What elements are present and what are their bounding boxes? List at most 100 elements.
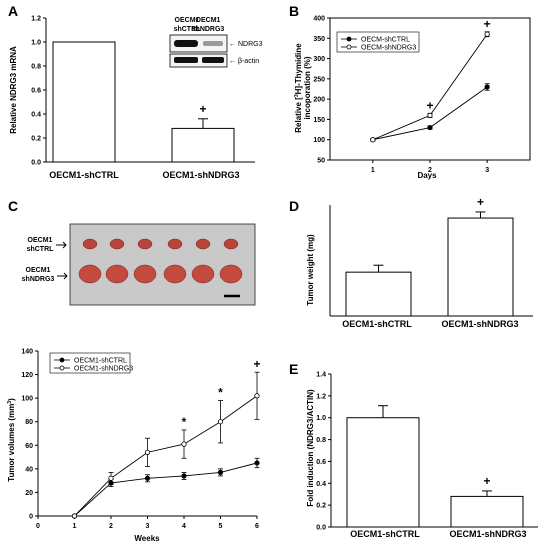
panel-b-series-1-point <box>427 124 433 131</box>
panel-e-y-tick-label: 0.6 <box>316 459 326 466</box>
panel-c-y-tick-label: 140 <box>21 349 33 356</box>
blot-ndrg3-band-kd <box>203 41 223 46</box>
panel-c-x-tick-label: 1 <box>73 523 77 530</box>
photo-row1-line1: OECM1 <box>28 237 53 244</box>
panel-a-y-tick-label: 0.8 <box>31 64 41 71</box>
panel-b-x-tick-label: 2 <box>428 167 432 174</box>
panel-c-x-tick-label: 5 <box>219 523 223 530</box>
panel-a-bar-1 <box>52 41 116 163</box>
blot-row1-label: ← NDRG3 <box>229 41 263 48</box>
panel-e-bar-1 <box>346 417 420 528</box>
photo-row2-line2: shNDRG3 <box>22 276 55 283</box>
panel-e-bar-2 <box>450 495 524 528</box>
panel-b-y-tick-label: 50 <box>317 158 325 165</box>
panel-c-x-tick-label: 4 <box>182 523 186 530</box>
panel-c-label: C <box>8 198 18 214</box>
tumor-kd-5 <box>191 264 215 284</box>
panel-b-y-tick-label: 300 <box>313 56 325 63</box>
panel-b-plot: 50 100 150 200 250 300 350 400 1 2 3 + + OECM-shCTRLO… <box>313 16 531 174</box>
panel-d-label: D <box>289 198 299 214</box>
photo-row1-line2: shCTRL <box>27 246 55 253</box>
blot-ndrg3-strip <box>169 34 228 53</box>
blot-ndrg3-band-ctrl <box>174 40 198 47</box>
panel-a-y-tick-label: 0.2 <box>31 136 41 143</box>
panel-d-significance-mark: + <box>477 195 484 209</box>
panel-b-x-tick-label: 1 <box>371 167 375 174</box>
photo-row2-line1: OECM1 <box>26 267 51 274</box>
panel-c-series-2-point <box>217 419 224 425</box>
panel-e-label: E <box>289 361 298 377</box>
panel-e-y-tick-label: 0.8 <box>316 437 326 444</box>
panel-e-y-tick-label: 0.2 <box>316 503 326 510</box>
panel-c-x-tick-label: 0 <box>36 523 40 530</box>
panel-b-series-2-point <box>484 31 490 37</box>
panel-c-series-2-line <box>74 395 258 517</box>
panel-c-y-tick-label: 60 <box>25 443 33 450</box>
panel-e-plot: 0.0 0.2 0.4 0.6 0.8 1.0 1.2 1.4 + <box>316 372 538 532</box>
panel-b-y-tick-label: 200 <box>313 97 325 104</box>
panel-c-significance-mark: + <box>253 357 260 371</box>
panel-c-photo-group: C OECM1 shCTRL OECM1 shNDRG3 <box>8 198 256 306</box>
panel-c: Tumor volumes (mm3) 0 20 40 60 80 100 120 140 0 1… <box>7 349 261 544</box>
panel-c-legend-label-2: OECM1-shNDRG3 <box>74 366 133 373</box>
panel-c-legend-label-1: OECM1-shCTRL <box>74 358 127 365</box>
panel-c-y-tick-label: 120 <box>21 372 33 379</box>
tumor-kd-2 <box>105 264 129 284</box>
panel-b-legend-marker-2 <box>346 44 352 50</box>
panel-c-y-tick-label: 80 <box>25 419 33 426</box>
panel-e-y-tick-label: 0.0 <box>316 525 326 532</box>
panel-a-label: A <box>8 3 18 19</box>
tumor-kd-1 <box>78 264 102 284</box>
panel-c-series-1-point <box>254 460 260 466</box>
western-blot-inset: OECM1 shCTRL OECM1 shNDRG3 ← NDRG3 ← β-a… <box>169 17 263 68</box>
panel-c-legend-marker-2 <box>59 365 65 371</box>
panel-e-category-2: OECM1-shNDRG3 <box>449 529 526 539</box>
panel-b-significance-mark: + <box>426 98 433 112</box>
panel-b-xlabel: Days <box>417 171 437 180</box>
blot-actin-band-kd <box>202 57 224 63</box>
panel-b-series-2-point <box>427 112 433 118</box>
tumor-photo-tumors <box>78 238 243 284</box>
panel-b-label: B <box>289 3 299 19</box>
panel-c-legend-marker-1 <box>59 357 65 363</box>
panel-b-legend-label-2: OECM-shNDRG3 <box>361 45 416 52</box>
tumor-kd-6 <box>219 264 243 284</box>
tumor-photo <box>69 223 256 306</box>
panel-e-y-tick-label: 1.4 <box>316 372 326 379</box>
panel-a-category-1: OECM1-shCTRL <box>49 170 119 180</box>
panel-c-y-tick-label: 100 <box>21 396 33 403</box>
panel-c-series-2-point <box>181 441 187 447</box>
tumor-ctrl-2 <box>109 238 125 250</box>
panel-c-x-tick-label: 6 <box>255 523 259 530</box>
panel-b-series-1-point <box>484 84 490 90</box>
panel-c-significance-mark: * <box>182 415 187 429</box>
panel-c-x-tick-label: 2 <box>109 523 113 530</box>
panel-d-bar-2 <box>447 217 514 317</box>
blot-col1-line1: OECM1 <box>175 17 200 24</box>
blot-col1-line2: shCTRL <box>174 26 202 33</box>
panel-e-ylabel: Fold induction (NDRG3/ACTIN) <box>306 389 315 507</box>
tumor-ctrl-6 <box>223 238 239 250</box>
panel-e-y-tick-label: 1.0 <box>316 415 326 422</box>
panel-c-xlabel: Weeks <box>134 534 160 543</box>
panel-a-y-tick-label: 0.0 <box>31 160 41 167</box>
panel-b-y-tick-label: 400 <box>313 16 325 23</box>
panel-c-y-tick-label: 0 <box>29 514 33 521</box>
panel-b-ylabel: Relative [3H]-Thymidine <box>294 43 303 133</box>
panel-e: E Fold induction (NDRG3/ACTIN) 0.0 0.2 0.4… <box>289 361 538 539</box>
panel-c-series-1-point <box>217 469 224 475</box>
panel-c-series-2-point <box>254 393 260 399</box>
panel-b-significance-mark: + <box>484 17 491 31</box>
panel-c-y-tick-label: 40 <box>25 466 33 473</box>
tumor-ctrl-5 <box>195 238 211 250</box>
panel-b-y-tick-label: 100 <box>313 137 325 144</box>
panel-b: B Relative [3H]-Thymidine incoporation (… <box>289 3 531 180</box>
panel-e-category-1: OECM1-shCTRL <box>350 529 420 539</box>
panel-d-category-2: OECM1-shNDRG3 <box>441 319 518 329</box>
panel-a-significance-mark: + <box>199 102 206 116</box>
photo-row2-arrowhead <box>63 272 68 280</box>
panel-a-y-tick-label: 0.4 <box>31 112 41 119</box>
tumor-kd-3 <box>133 264 157 284</box>
panel-c-series-2-point <box>108 475 114 481</box>
